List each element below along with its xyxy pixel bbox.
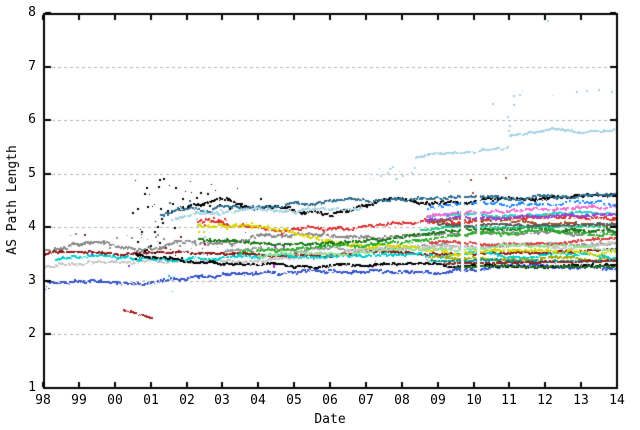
x-tick-label: 07	[358, 393, 374, 408]
x-tick-label: 02	[179, 393, 195, 408]
y-tick-label: 5	[28, 166, 36, 181]
y-tick-label: 2	[28, 326, 36, 341]
x-tick-label: 10	[466, 393, 482, 408]
x-tick-label: 08	[394, 393, 410, 408]
x-tick-label: 04	[250, 393, 266, 408]
x-tick-label: 14	[609, 393, 625, 408]
y-tick-label: 6	[28, 112, 36, 127]
x-tick-label: 13	[573, 393, 589, 408]
x-tick-label: 99	[71, 393, 87, 408]
x-tick-label: 00	[107, 393, 123, 408]
x-tick-label: 06	[322, 393, 338, 408]
x-tick-label: 12	[537, 393, 553, 408]
y-tick-label: 7	[28, 59, 36, 74]
x-axis-title: Date	[314, 412, 346, 427]
x-tick-label: 11	[501, 393, 517, 408]
y-tick-label: 4	[28, 219, 36, 234]
y-tick-label: 1	[28, 380, 36, 395]
x-tick-label: 01	[143, 393, 159, 408]
x-tick-label: 09	[430, 393, 446, 408]
y-axis-title: AS Path Length	[5, 145, 20, 255]
x-tick-label: 98	[35, 393, 51, 408]
x-tick-label: 05	[286, 393, 302, 408]
x-tick-label: 03	[214, 393, 230, 408]
y-tick-label: 3	[28, 273, 36, 288]
y-tick-label: 8	[28, 5, 36, 20]
